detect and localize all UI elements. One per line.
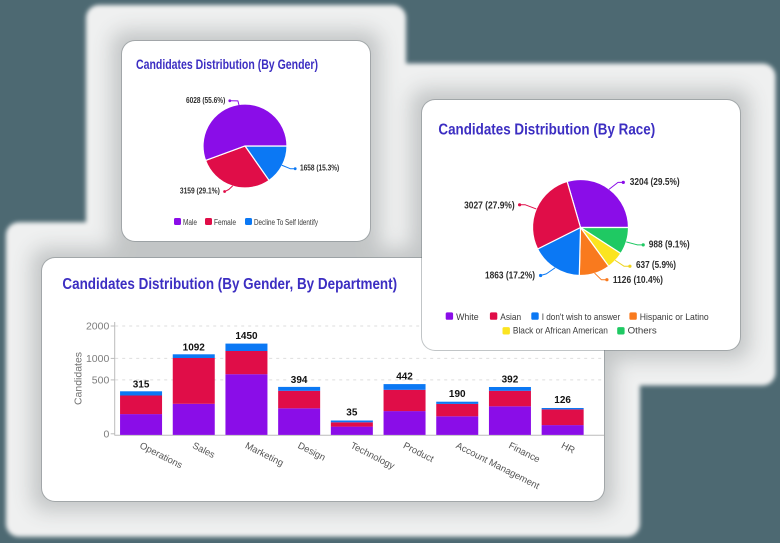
svg-text:Candidates Distribution (By Ge: Candidates Distribution (By Gender, By D… (62, 276, 397, 293)
svg-text:1092: 1092 (183, 342, 206, 353)
svg-text:Sales: Sales (190, 441, 216, 462)
svg-text:1658 (15.3%): 1658 (15.3%) (300, 162, 339, 172)
svg-text:392: 392 (501, 375, 518, 386)
svg-text:6028 (55.6%): 6028 (55.6%) (186, 95, 225, 105)
svg-text:442: 442 (396, 372, 413, 383)
svg-text:White: White (456, 311, 479, 322)
svg-text:190: 190 (449, 389, 466, 400)
svg-text:Others: Others (627, 325, 656, 336)
svg-text:315: 315 (133, 379, 150, 390)
svg-text:I don't wish to answer: I don't wish to answer (541, 311, 620, 322)
svg-text:126: 126 (554, 395, 571, 406)
svg-text:3027 (27.9%): 3027 (27.9%) (464, 200, 515, 211)
svg-text:Male: Male (183, 218, 197, 227)
svg-text:35: 35 (346, 408, 358, 419)
svg-text:Finance: Finance (506, 441, 541, 466)
svg-text:Candidates Distribution (By Ge: Candidates Distribution (By Gender) (136, 57, 318, 72)
svg-text:394: 394 (291, 375, 308, 386)
svg-text:1450: 1450 (235, 331, 258, 342)
svg-text:Hispanic or Latino: Hispanic or Latino (639, 311, 708, 322)
svg-text:Asian: Asian (500, 311, 521, 322)
svg-text:Candidates: Candidates (73, 352, 84, 405)
svg-text:Female: Female (214, 218, 236, 227)
svg-text:Operations: Operations (138, 441, 185, 472)
svg-text:Design: Design (296, 441, 327, 464)
svg-text:Technology: Technology (348, 441, 396, 473)
svg-text:HR: HR (559, 441, 576, 457)
svg-text:1126 (10.4%): 1126 (10.4%) (612, 274, 662, 285)
svg-text:637 (5.9%): 637 (5.9%) (636, 259, 676, 270)
svg-text:1000: 1000 (86, 354, 109, 365)
svg-text:Candidates Distribution (By Ra: Candidates Distribution (By Race) (438, 121, 655, 138)
svg-text:Black or African American: Black or African American (512, 325, 607, 336)
svg-text:Product: Product (401, 441, 435, 466)
svg-text:3159 (29.1%): 3159 (29.1%) (180, 186, 220, 196)
svg-text:500: 500 (92, 376, 110, 387)
svg-text:1863 (17.2%): 1863 (17.2%) (485, 270, 535, 281)
svg-text:0: 0 (103, 429, 109, 440)
svg-text:988 (9.1%): 988 (9.1%) (648, 239, 689, 250)
svg-text:Marketing: Marketing (243, 441, 285, 470)
svg-text:2000: 2000 (86, 322, 109, 333)
svg-text:Decline To Self Identify: Decline To Self Identify (254, 218, 318, 227)
svg-text:3204 (29.5%): 3204 (29.5%) (629, 177, 679, 188)
